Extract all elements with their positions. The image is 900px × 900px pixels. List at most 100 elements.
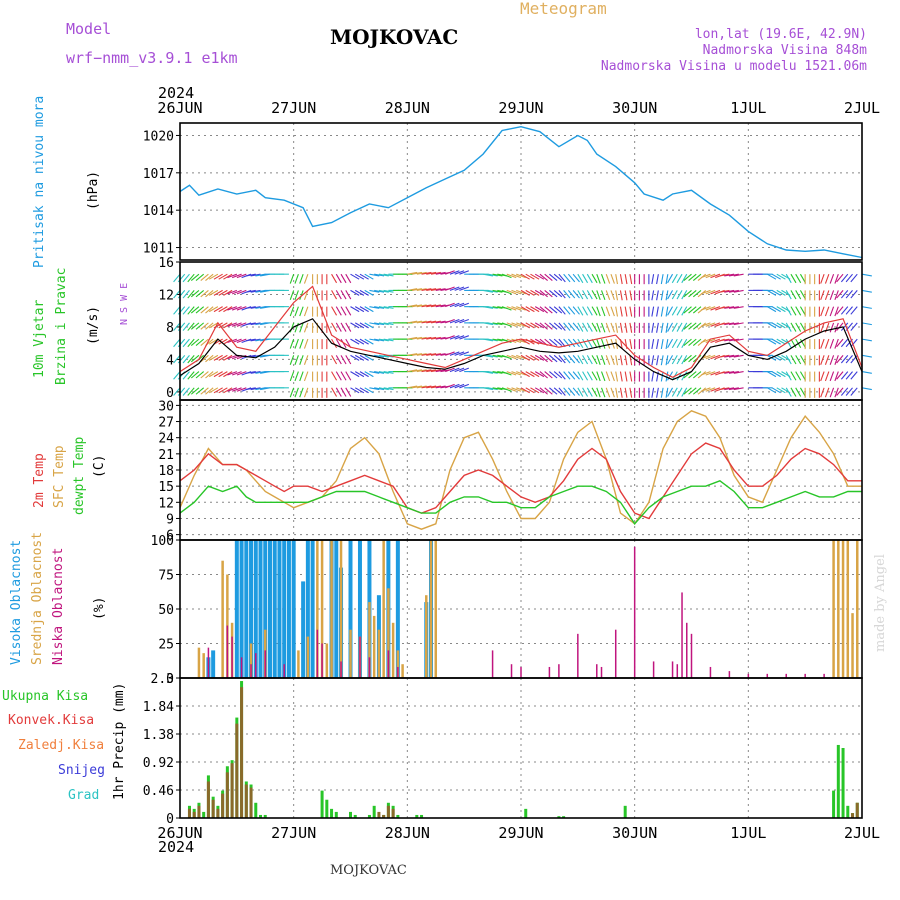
wind-arrow <box>676 273 683 284</box>
wind-arrow <box>767 289 777 296</box>
wind-arrow <box>719 354 730 358</box>
wind-arrow <box>426 288 437 291</box>
wind-tick-label: 8 <box>166 321 174 336</box>
wind-arrow <box>688 371 697 379</box>
wind-arrow <box>501 354 512 360</box>
precip-bar-convective <box>206 781 210 818</box>
wind-arrow <box>656 274 659 285</box>
wind-arrow <box>861 371 872 374</box>
wind-arrow <box>416 336 427 340</box>
wind-arrow <box>231 289 242 295</box>
wind-arrow <box>840 306 849 315</box>
panel-frame <box>179 122 863 261</box>
wind-arrow <box>688 387 697 395</box>
wind-arrow <box>719 387 730 391</box>
cloud-bar-high <box>286 540 291 678</box>
wind-arrow <box>582 371 589 381</box>
wind-arrow <box>374 273 385 277</box>
wind-arrow <box>767 371 777 378</box>
wind-arrow <box>688 354 697 363</box>
wind-arrow <box>218 371 228 378</box>
wind-arrow <box>511 273 522 279</box>
wind-arrow <box>667 355 674 365</box>
wind-arrow <box>544 338 553 346</box>
cloud-bar-mid <box>841 540 845 678</box>
wind-arrow <box>383 338 394 342</box>
wind-arrow <box>534 306 545 313</box>
wind-arrow <box>294 290 299 300</box>
wind-arrow <box>421 304 432 308</box>
day-label-bottom: 30JUN <box>612 824 657 842</box>
wind-arrow <box>591 322 598 332</box>
wind-tick-label: 0 <box>166 386 174 401</box>
precip-bar-convective <box>851 813 855 818</box>
wind-arrow <box>525 306 535 313</box>
wind-arrow <box>615 274 619 285</box>
cloud-bar-low <box>686 622 688 678</box>
wind-arrow <box>340 306 347 316</box>
precip-bar-total <box>841 748 845 818</box>
wind-arrow <box>820 306 825 317</box>
wind-arrow <box>335 355 342 365</box>
wind-arrow <box>411 320 423 324</box>
wind-arrow <box>820 290 825 300</box>
wind-arrow <box>577 273 584 284</box>
wind-arrow <box>591 273 598 284</box>
wind-arrow <box>331 322 338 332</box>
wind-arrow <box>719 338 730 342</box>
model-label: Model <box>66 20 111 38</box>
precip-bar-total <box>524 808 528 818</box>
wind-arrow <box>582 355 589 365</box>
wind-arrow <box>416 353 427 356</box>
wind-arrow <box>492 273 503 277</box>
wind-arrow <box>840 354 849 364</box>
wind-arrow <box>173 322 181 331</box>
cloud-bar-mid <box>387 588 390 678</box>
wind-arrow <box>294 322 299 333</box>
wind-arrow <box>667 306 674 316</box>
wind-arrow <box>728 387 739 391</box>
wind-arrow <box>487 289 498 293</box>
wind-arrow <box>705 387 716 392</box>
wind-arrow <box>525 322 535 329</box>
wind-arrow <box>558 290 566 299</box>
wind-arrow <box>299 322 304 333</box>
wind-arrow <box>187 306 195 315</box>
cloud-bar-mid <box>339 540 343 678</box>
wind-arrow <box>227 306 238 311</box>
precip-bar-total <box>846 805 850 818</box>
wind-arrow <box>255 387 266 391</box>
wind-arrow <box>705 354 716 360</box>
wind-arrow <box>421 353 432 356</box>
wind-arrow <box>182 354 190 364</box>
wind-arrow <box>577 387 584 397</box>
wind-arrow <box>195 289 205 298</box>
wind-arrow <box>208 338 219 345</box>
wind-arrow <box>629 371 633 382</box>
wind-arrow <box>354 354 365 361</box>
wind-arrow <box>411 353 423 356</box>
wind-arrow <box>733 371 744 374</box>
wind-arrow <box>799 322 806 332</box>
wind-arrow <box>605 387 611 398</box>
wind-arrow <box>378 273 389 277</box>
wind-arrow <box>525 371 535 378</box>
wind-arrow <box>850 338 858 348</box>
cloud-bar-low <box>600 666 603 678</box>
day-label-top: 26JUN <box>157 99 202 117</box>
cloud-bar-mid <box>316 540 319 678</box>
wind-arrow <box>218 273 228 280</box>
wind-arrow <box>374 354 385 358</box>
wind-arrow <box>407 304 418 308</box>
wind-arrow <box>187 273 195 283</box>
wind-arrow <box>845 306 853 315</box>
wind-arrow <box>335 387 342 397</box>
cloud-label-2: Srednja Oblacnost <box>30 532 45 665</box>
wind-arrow <box>829 338 835 349</box>
wind-arrow <box>190 306 200 314</box>
wind-arrow <box>596 322 601 333</box>
wind-arrow <box>600 322 606 333</box>
wind-arrow <box>430 304 441 308</box>
wind-arrow <box>820 322 825 333</box>
wind-arrow <box>667 338 674 349</box>
